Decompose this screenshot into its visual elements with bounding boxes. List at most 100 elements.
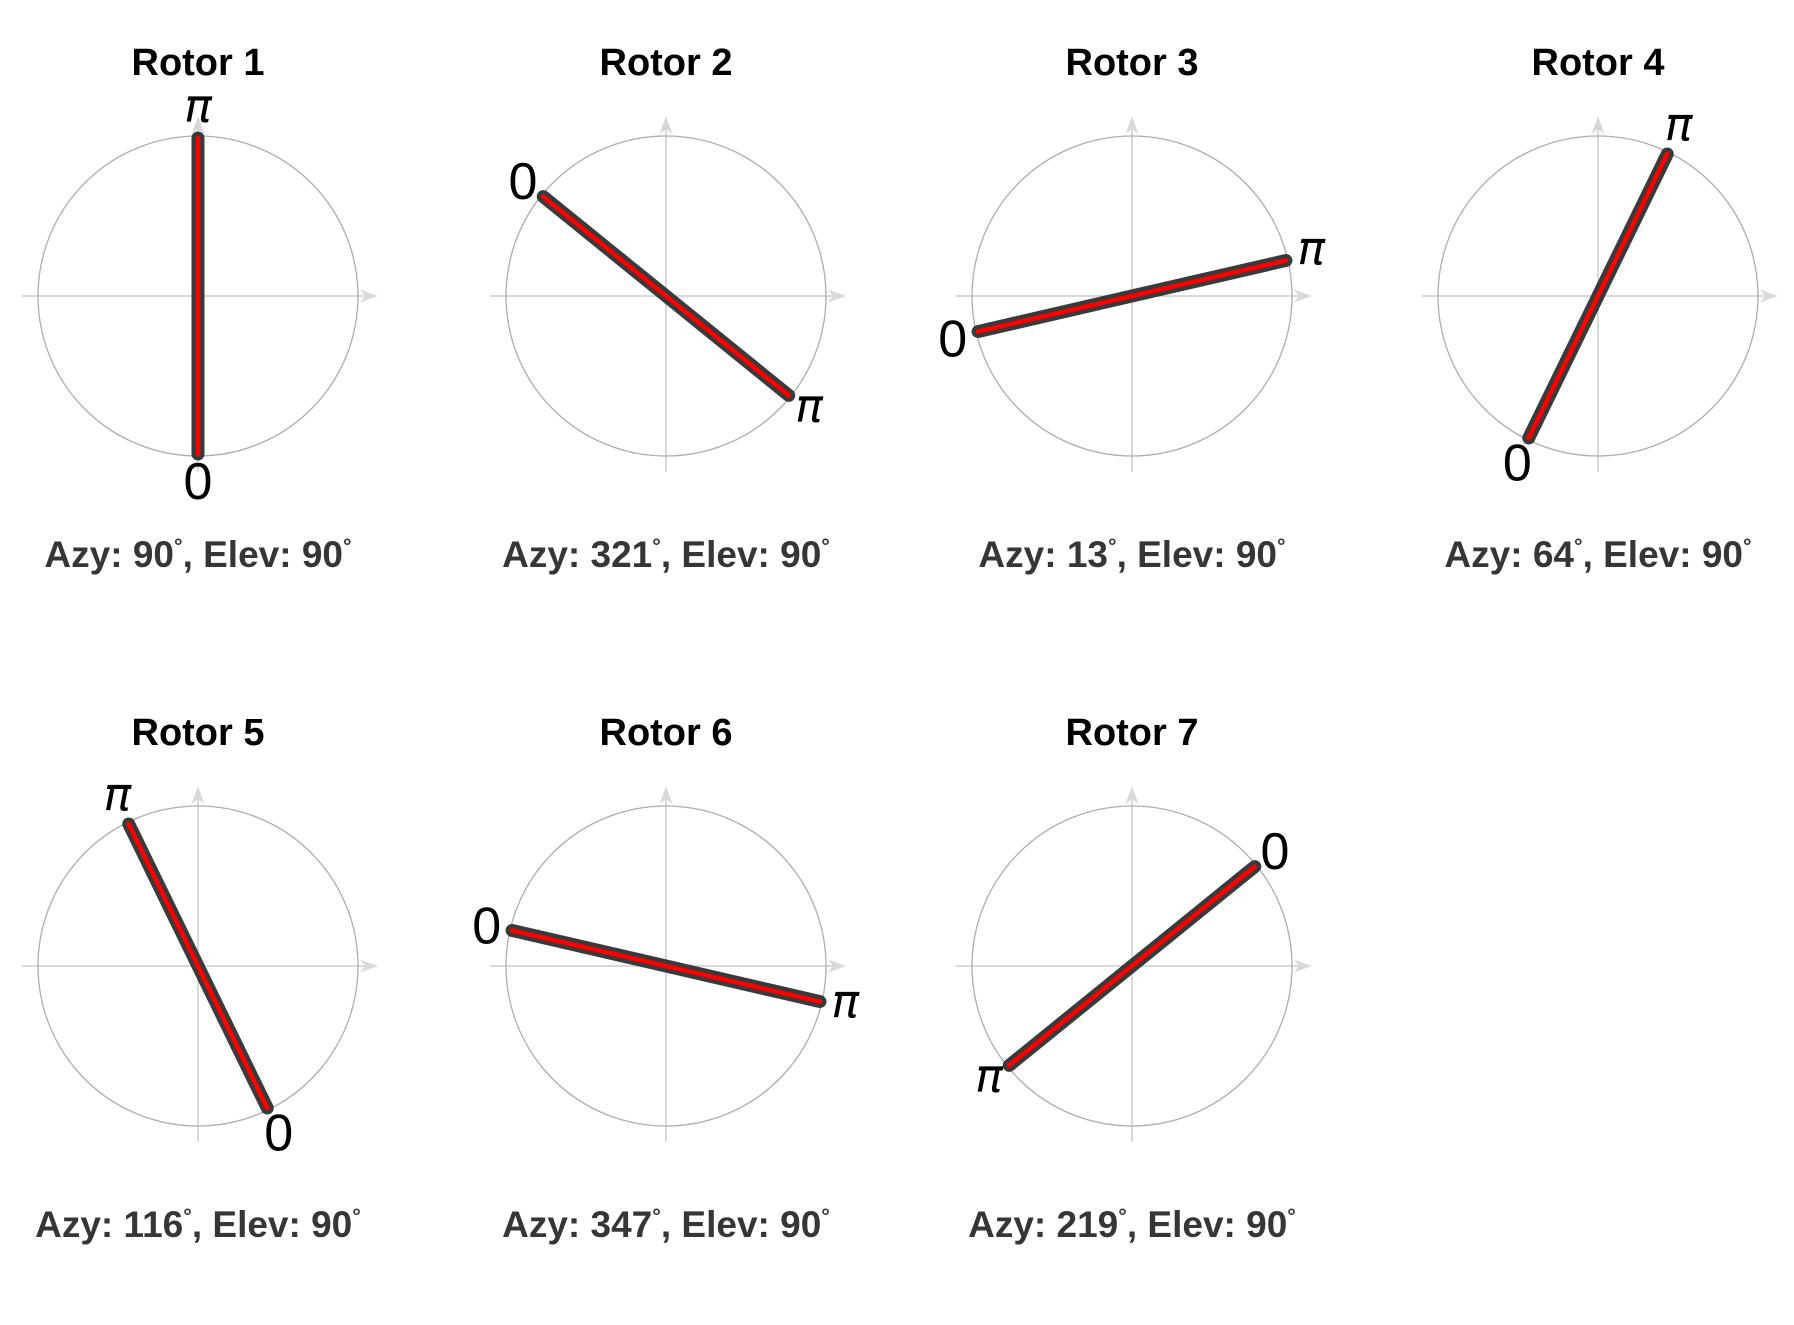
- degree-symbol: °: [183, 1204, 192, 1229]
- caption-elev-value: 90: [1701, 534, 1743, 575]
- subplot-caption: Azy: 347°, Elev: 90°: [416, 1204, 916, 1246]
- rotor-orientation-plot: π 0: [938, 116, 1326, 472]
- degree-symbol: °: [1743, 534, 1752, 559]
- rotor-panel-7: Rotor 7 π 0 Azy: 219°, Elev: 90°: [902, 700, 1362, 1325]
- subplot-title: Rotor 6: [599, 712, 733, 754]
- y-axis-arrow-icon: [191, 116, 205, 134]
- rotor-line-core: [126, 821, 270, 1111]
- subplot-title: Rotor 5: [131, 712, 265, 754]
- caption-azy-prefix: Azy:: [502, 534, 591, 575]
- rotor-line-core: [540, 194, 792, 398]
- unit-circle: [971, 135, 1293, 457]
- degree-symbol: °: [343, 534, 352, 559]
- caption-elev-prefix: , Elev:: [182, 534, 302, 575]
- zero-end-label: 0: [509, 153, 538, 211]
- x-axis-arrow-icon: [1294, 289, 1312, 303]
- unit-circle: [971, 805, 1293, 1127]
- caption-azy-value: 116: [123, 1204, 184, 1245]
- rotor-line-core: [509, 928, 823, 1004]
- zero-end-label: 0: [1261, 823, 1290, 881]
- rotor-orientation-plot: π 0: [22, 79, 378, 511]
- caption-azy-value: 321: [590, 534, 653, 575]
- pi-end-label: π: [1665, 98, 1694, 152]
- subplot-caption: Azy: 116°, Elev: 90°: [0, 1204, 448, 1246]
- degree-symbol: °: [1118, 1204, 1127, 1229]
- rotor-panel-4: Rotor 4 π 0 Azy: 64°, Elev: 90°: [1368, 30, 1794, 655]
- subplot-title: Rotor 3: [1065, 42, 1199, 84]
- caption-elev-value: 90: [1235, 534, 1277, 575]
- degree-symbol: °: [652, 1204, 661, 1229]
- x-axis-arrow-icon: [1760, 289, 1778, 303]
- subplot-title: Rotor 1: [131, 42, 265, 84]
- pi-end-label: π: [184, 79, 213, 133]
- zero-end-label: 0: [472, 898, 501, 956]
- degree-symbol: °: [1107, 534, 1117, 559]
- x-axis-arrow-icon: [360, 289, 378, 303]
- caption-elev-prefix: , Elev:: [1582, 534, 1702, 575]
- subplot-caption: Azy: 64°, Elev: 90°: [1348, 534, 1794, 576]
- degree-symbol: °: [352, 1204, 361, 1229]
- caption-azy-prefix: Azy:: [44, 534, 133, 575]
- subplot-title: Rotor 7: [1065, 712, 1199, 754]
- caption-elev-value: 90: [780, 534, 822, 575]
- degree-symbol: °: [173, 534, 183, 559]
- y-axis-arrow-icon: [1125, 786, 1139, 804]
- x-axis-arrow-icon: [1294, 959, 1312, 973]
- caption-azy-value: 219: [1056, 1204, 1119, 1245]
- rotor-panel-2: Rotor 2 π 0 Azy: 321°, Elev: 90°: [436, 30, 896, 655]
- rotor-orientation-plot: π 0: [490, 116, 846, 472]
- caption-azy-value: 347: [590, 1204, 653, 1245]
- caption-elev-prefix: , Elev:: [1126, 1204, 1247, 1245]
- caption-elev-value: 90: [301, 534, 343, 575]
- rotor-panel-6: Rotor 6 π 0 Azy: 347°, Elev: 90°: [436, 700, 896, 1325]
- caption-azy-value: 90: [132, 534, 174, 575]
- degree-symbol: °: [1277, 534, 1286, 559]
- rotor-orientation-plot: π 0: [472, 786, 860, 1142]
- y-axis-arrow-icon: [1591, 116, 1605, 134]
- rotor-orientation-plot: π 0: [956, 786, 1312, 1142]
- caption-elev-value: 90: [780, 1204, 822, 1245]
- y-axis-arrow-icon: [659, 116, 673, 134]
- caption-elev-value: 90: [1246, 1204, 1288, 1245]
- x-axis-arrow-icon: [828, 289, 846, 303]
- caption-elev-value: 90: [311, 1204, 353, 1245]
- unit-circle: [505, 805, 827, 1127]
- subplot-caption: Azy: 321°, Elev: 90°: [416, 534, 916, 576]
- caption-azy-value: 64: [1532, 534, 1574, 575]
- y-axis-arrow-icon: [191, 786, 205, 804]
- zero-end-label: 0: [184, 453, 213, 511]
- rotor-line-core: [1006, 864, 1258, 1068]
- rotor-orientation-plot: π 0: [1422, 98, 1778, 492]
- caption-azy-value: 13: [1066, 534, 1108, 575]
- rotor-orientation-plot: π 0: [22, 768, 378, 1162]
- degree-symbol: °: [1573, 534, 1583, 559]
- caption-azy-prefix: Azy:: [968, 1204, 1057, 1245]
- unit-circle: [37, 805, 359, 1127]
- zero-end-label: 0: [938, 310, 967, 368]
- caption-azy-prefix: Azy:: [978, 534, 1067, 575]
- unit-circle: [1437, 135, 1759, 457]
- rotor-panel-1: Rotor 1 π 0 Azy: 90°, Elev: 90°: [0, 30, 428, 655]
- pi-end-label: π: [831, 974, 860, 1028]
- caption-elev-prefix: , Elev:: [660, 1204, 781, 1245]
- rotor-panel-5: Rotor 5 π 0 Azy: 116°, Elev: 90°: [0, 700, 428, 1325]
- degree-symbol: °: [821, 534, 830, 559]
- zero-end-label: 0: [1503, 434, 1532, 492]
- caption-azy-prefix: Azy:: [1444, 534, 1533, 575]
- pi-end-label: π: [975, 1049, 1004, 1103]
- caption-azy-prefix: Azy:: [502, 1204, 591, 1245]
- degree-symbol: °: [1287, 1204, 1296, 1229]
- subplot-title: Rotor 4: [1531, 42, 1665, 84]
- pi-end-label: π: [103, 768, 132, 822]
- subplot-caption: Azy: 219°, Elev: 90°: [882, 1204, 1382, 1246]
- y-axis-arrow-icon: [1125, 116, 1139, 134]
- rotor-panel-3: Rotor 3 π 0 Azy: 13°, Elev: 90°: [902, 30, 1362, 655]
- pi-end-label: π: [1297, 222, 1326, 276]
- x-axis-arrow-icon: [828, 959, 846, 973]
- degree-symbol: °: [821, 1204, 830, 1229]
- caption-elev-prefix: , Elev:: [1116, 534, 1236, 575]
- subplot-caption: Azy: 90°, Elev: 90°: [0, 534, 448, 576]
- rotor-line-core: [975, 258, 1289, 334]
- rotor-line-core: [1526, 151, 1670, 441]
- caption-elev-prefix: , Elev:: [191, 1204, 312, 1245]
